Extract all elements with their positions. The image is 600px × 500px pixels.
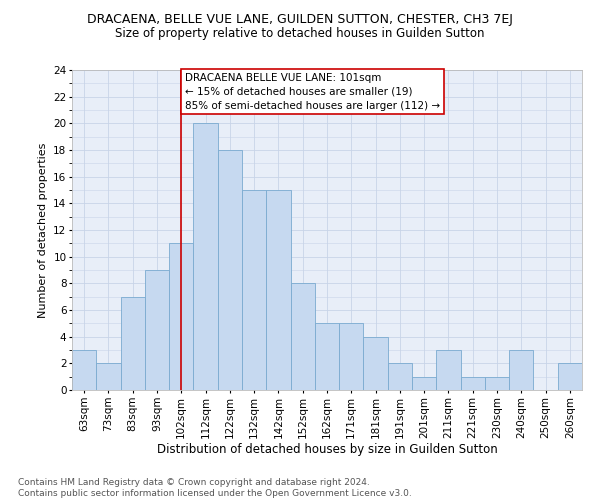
Bar (290, 284, 315, 390)
Text: Size of property relative to detached houses in Guilden Sutton: Size of property relative to detached ho… (115, 28, 485, 40)
Bar (558, 364, 582, 390)
Bar (72, 350, 96, 390)
Bar (485, 376, 509, 390)
Bar (315, 324, 339, 390)
Text: DRACAENA, BELLE VUE LANE, GUILDEN SUTTON, CHESTER, CH3 7EJ: DRACAENA, BELLE VUE LANE, GUILDEN SUTTON… (87, 12, 513, 26)
Bar (121, 296, 145, 390)
Bar (436, 350, 461, 390)
Bar (96, 364, 121, 390)
Text: DRACAENA BELLE VUE LANE: 101sqm
← 15% of detached houses are smaller (19)
85% of: DRACAENA BELLE VUE LANE: 101sqm ← 15% of… (185, 72, 440, 110)
Bar (218, 150, 242, 390)
Bar (364, 336, 388, 390)
Bar (242, 190, 266, 390)
Bar (509, 350, 533, 390)
Bar (169, 244, 193, 390)
Bar (461, 376, 485, 390)
X-axis label: Distribution of detached houses by size in Guilden Sutton: Distribution of detached houses by size … (157, 443, 497, 456)
Bar (388, 364, 412, 390)
Text: Contains HM Land Registry data © Crown copyright and database right 2024.
Contai: Contains HM Land Registry data © Crown c… (18, 478, 412, 498)
Bar (339, 324, 364, 390)
Bar (266, 190, 290, 390)
Y-axis label: Number of detached properties: Number of detached properties (38, 142, 47, 318)
Bar (193, 124, 218, 390)
Bar (412, 376, 436, 390)
Bar (145, 270, 169, 390)
